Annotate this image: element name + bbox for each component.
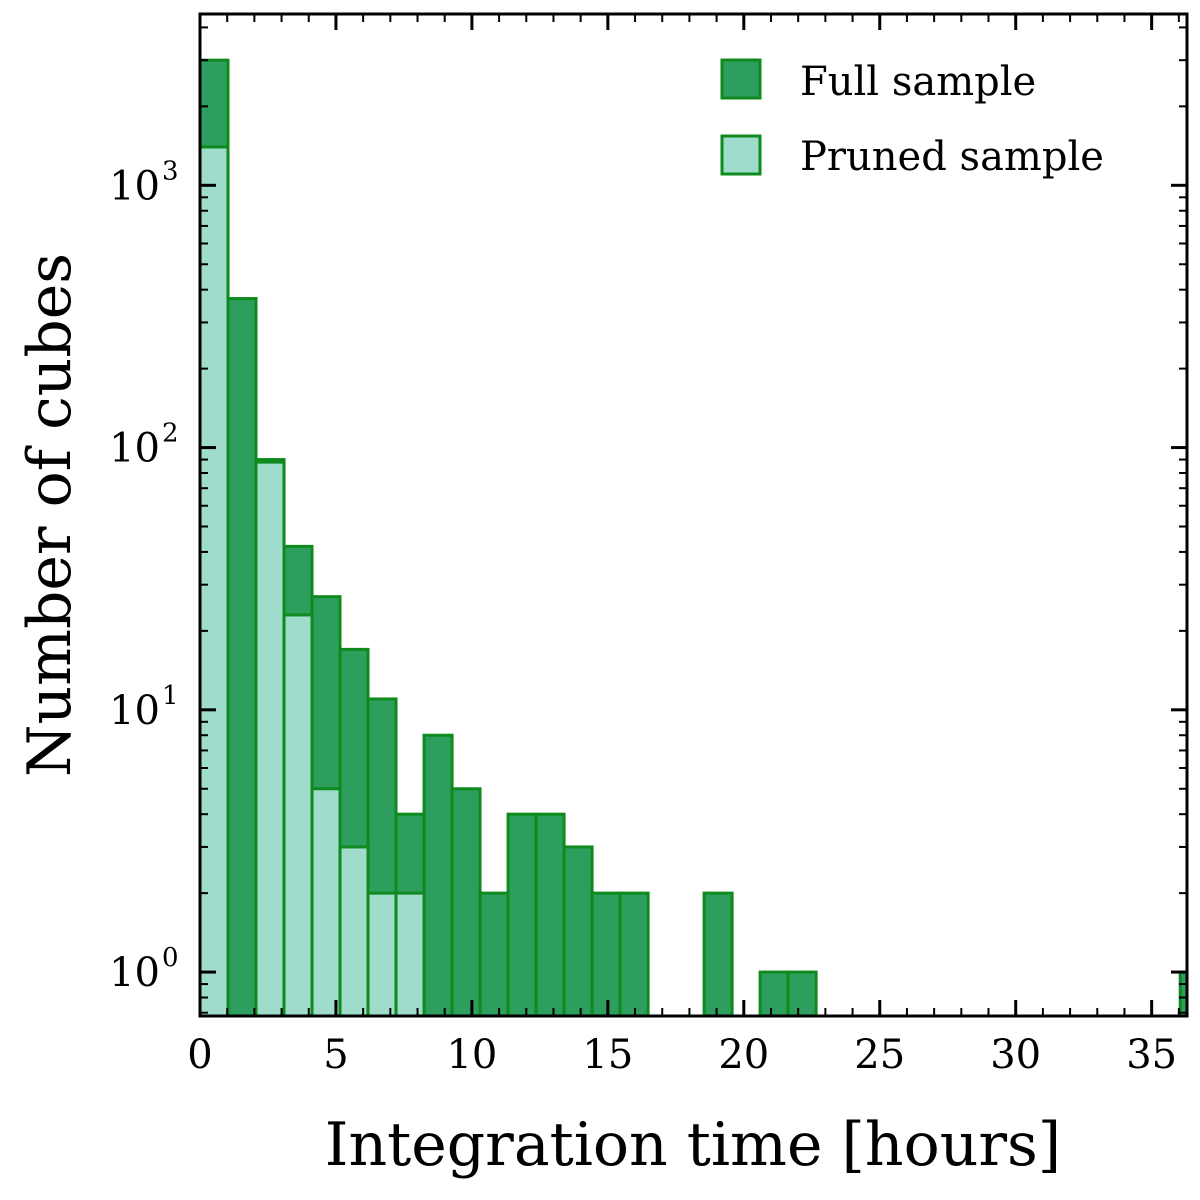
full-sample-bar-9 [450,787,482,1018]
pruned-sample-bar-0 [198,145,230,1018]
full-sample-bar-21 [786,970,818,1018]
full-sample-bar-18 [702,891,734,1018]
full-sample-bar-8 [422,733,454,1018]
y-tick-exponent: 2 [162,419,179,449]
full-sample-bar-14 [590,891,622,1018]
legend: Full sample Pruned sample [720,58,1104,180]
x-tick-label: 20 [718,1032,769,1078]
full-sample-bar-15 [618,891,650,1018]
full-sample-bar-12 [534,812,566,1018]
full-sample-bar-11 [506,812,538,1018]
legend-label-full: Full sample [800,59,1036,105]
x-axis-ticks: 0 5 10 15 20 25 30 35 [187,14,1180,1078]
y-tick-exponent: 3 [162,156,179,186]
pruned-sample-bar-5 [338,845,370,1018]
x-axis-label: Integration time [hours] [325,1110,1061,1180]
plot-frame [198,12,1189,1018]
pruned-sample-bar-6 [366,891,398,1018]
y-tick-exponent: 0 [162,943,179,973]
pruned-sample-bar-2 [254,460,286,1018]
full-sample-bar-10 [478,891,510,1018]
x-tick-label: 5 [323,1032,348,1078]
legend-swatch-pruned [720,134,762,176]
pruned-sample-bar-7 [394,891,426,1018]
x-tick-label: 15 [582,1032,633,1078]
full-sample-bar-20 [758,970,790,1018]
y-tick-label: 10 [109,163,160,209]
full-sample-bar-13 [562,845,594,1018]
y-tick-label: 10 [109,688,160,734]
pruned-sample-bars [198,145,426,1018]
y-tick-label: 10 [109,426,160,472]
x-tick-label: 35 [1126,1032,1177,1078]
x-tick-label: 25 [854,1032,905,1078]
legend-label-pruned: Pruned sample [800,134,1104,180]
x-tick-label: 10 [446,1032,497,1078]
x-tick-label: 0 [187,1032,212,1078]
y-tick-label: 10 [109,950,160,996]
full-sample-bar-1 [226,297,258,1018]
pruned-sample-bar-3 [282,613,314,1018]
y-axis-label: Number of cubes [15,253,85,777]
pruned-sample-bar-4 [310,787,342,1018]
x-tick-label: 30 [990,1032,1041,1078]
legend-swatch-full [720,58,762,100]
y-tick-exponent: 1 [162,681,179,711]
